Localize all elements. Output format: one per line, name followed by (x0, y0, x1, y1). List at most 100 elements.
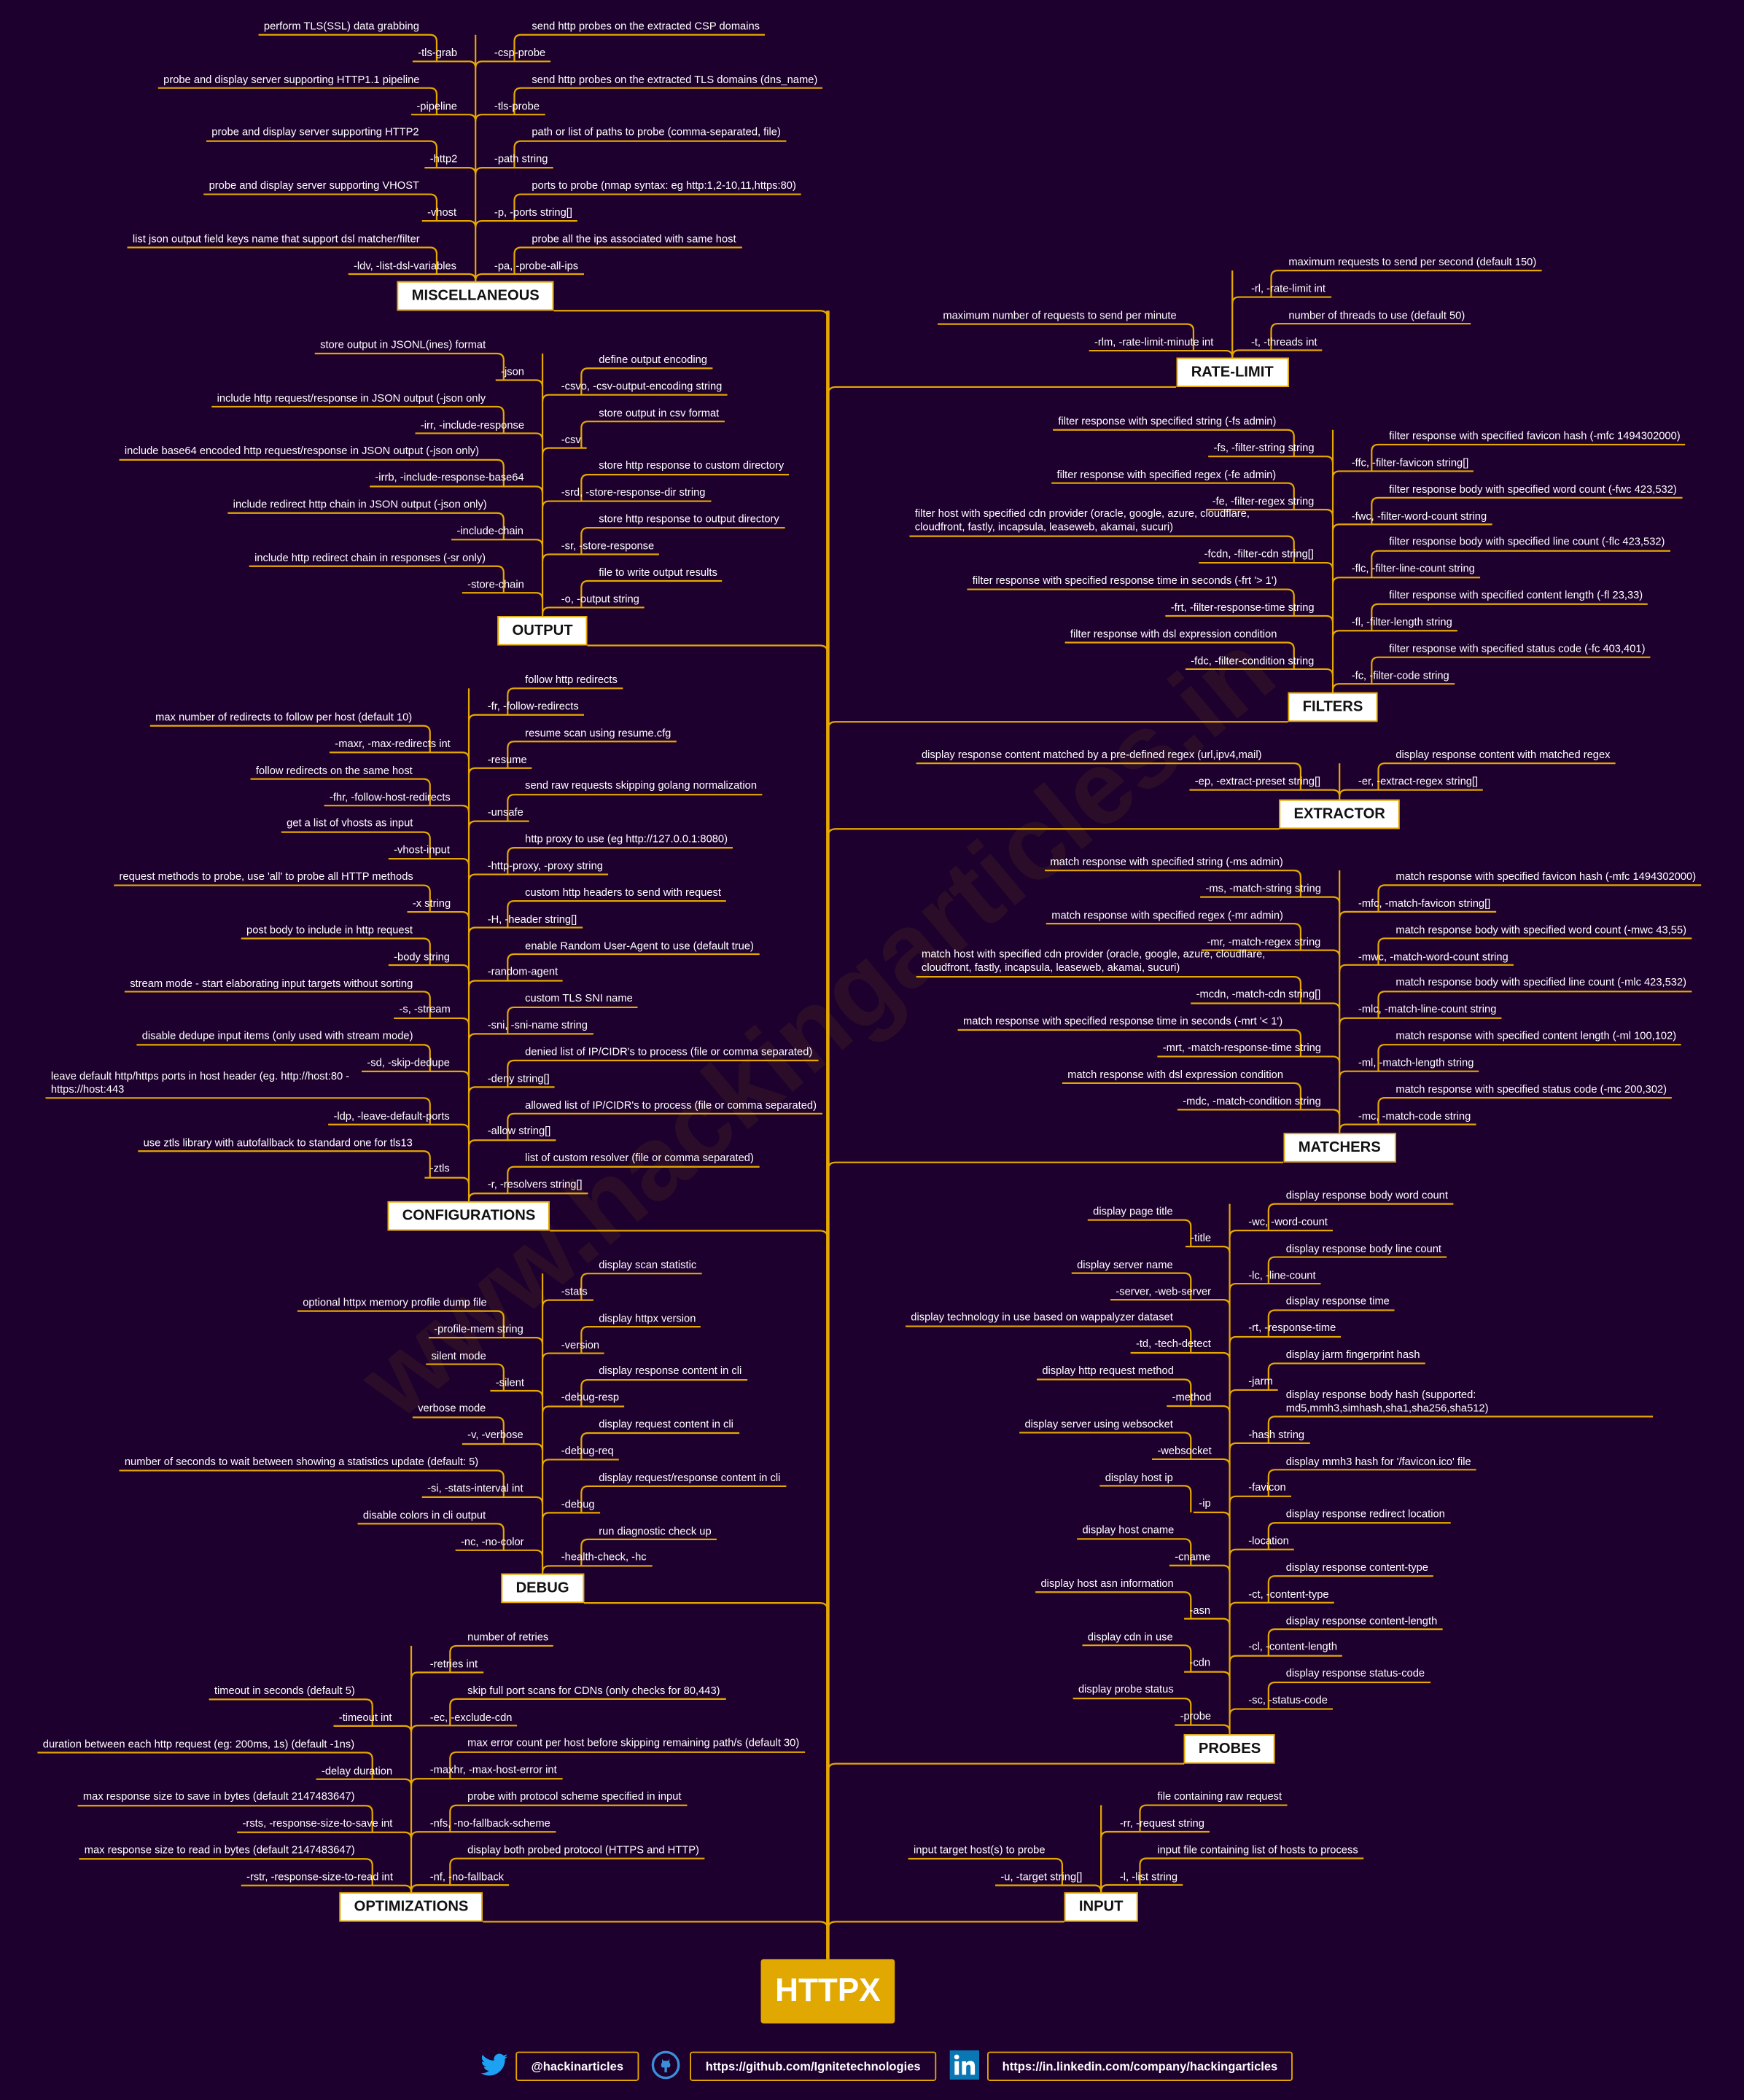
description-connector (1377, 884, 1702, 912)
description-connector (203, 193, 438, 222)
option-description: display host cname (1082, 1524, 1175, 1537)
description-connector (119, 1469, 505, 1497)
description-connector (449, 1751, 806, 1779)
description-connector (45, 1097, 431, 1125)
flag-connector (467, 1086, 555, 1094)
option-flag: -ldp, -leave-default-ports (333, 1109, 450, 1123)
option-description: maximum requests to send per second (def… (1288, 255, 1537, 268)
option-flag: -mrt, -match-response-time string (1162, 1042, 1321, 1054)
flag-connector (410, 1671, 484, 1679)
github-icon[interactable] (651, 2050, 680, 2080)
option-flag: -fe, -filter-regex string (1212, 494, 1315, 507)
option-flag: -rr, -request string (1119, 1816, 1204, 1830)
option-description: display scan statistic (599, 1258, 697, 1271)
flag-connector (541, 606, 645, 614)
option-flag: -ep, -extract-preset string[] (1194, 775, 1321, 787)
option-description: display both probed protocol (HTTPS and … (467, 1843, 699, 1856)
option-description: filter response with specified regex (-f… (1056, 468, 1277, 480)
description-connector (507, 1112, 823, 1141)
flag-connector (467, 767, 532, 775)
branch-connector (584, 1602, 829, 1612)
option-flag: -sni, -sni-name string (487, 1019, 588, 1031)
description-connector (357, 1523, 505, 1550)
branch-connector (483, 1921, 829, 1930)
option-flag: -health-check, -hc (561, 1551, 647, 1564)
flag-connector (467, 873, 609, 881)
option-description: display response time (1285, 1295, 1390, 1308)
flag-connector (1184, 1671, 1231, 1679)
option-description: run diagnostic check up (599, 1524, 712, 1537)
option-description: duration between each http request (eg: … (42, 1738, 355, 1750)
option-description: display response content-length (1285, 1614, 1438, 1627)
flag-connector (1339, 789, 1483, 797)
option-flag: -mcdn, -match-cdn string[] (1196, 988, 1321, 1001)
option-flag: -mwc, -match-word-count string (1358, 950, 1509, 963)
description-connector (1371, 550, 1670, 578)
option-flag: -sr, -store-response (561, 539, 655, 552)
flag-connector (1199, 561, 1334, 570)
github-link[interactable]: https://github.com/Ignitetechnologies (690, 2051, 937, 2082)
description-connector (507, 1059, 819, 1088)
option-flag: -H, -header string[] (487, 913, 577, 925)
flag-connector (415, 432, 544, 440)
option-flag: -wc, -word-count (1248, 1215, 1328, 1228)
flag-connector (1151, 1458, 1231, 1467)
option-description: probe with protocol scheme specified in … (467, 1790, 682, 1803)
option-description: custom TLS SNI name (525, 992, 633, 1005)
option-description: store output in JSONL(ines) format (320, 338, 486, 351)
option-flag: -silent (495, 1375, 524, 1389)
description-connector (1077, 1538, 1192, 1566)
option-description: stream mode - start elaborating input ta… (130, 977, 413, 989)
description-connector (1267, 1309, 1395, 1337)
flag-connector (1229, 1655, 1342, 1663)
description-connector (1377, 937, 1692, 965)
flag-connector (541, 1299, 593, 1307)
flag-connector (495, 379, 544, 387)
flag-connector (475, 219, 577, 228)
option-description: match response with dsl expression condi… (1067, 1068, 1284, 1081)
option-description: display host asn information (1040, 1577, 1174, 1590)
option-description: match response with specified status cod… (1395, 1082, 1667, 1096)
option-description: display request/response content in cli (599, 1471, 781, 1484)
option-flag: -tls-grab (418, 47, 458, 59)
description-connector (1046, 923, 1302, 951)
description-connector (412, 1416, 505, 1444)
description-connector (1062, 1082, 1302, 1110)
option-description: disable colors in cli output (362, 1509, 486, 1521)
option-flag: -fhr, -follow-host-redirects (329, 790, 451, 803)
flag-connector (348, 273, 477, 281)
flag-connector (241, 1884, 413, 1892)
option-description: display response content with matched re… (1395, 748, 1611, 761)
option-description: include base64 encoded http request/resp… (124, 445, 479, 458)
description-connector (908, 1857, 1064, 1886)
option-flag: -rt, -response-time (1248, 1322, 1336, 1335)
flag-connector (490, 1389, 544, 1398)
option-description: display http request method (1042, 1365, 1174, 1377)
twitter-icon[interactable] (480, 2050, 509, 2080)
option-description: number of seconds to wait between showin… (124, 1456, 479, 1468)
option-description: silent mode (431, 1349, 486, 1362)
flag-connector (1229, 1601, 1334, 1609)
description-connector (580, 1432, 740, 1460)
option-description: max response size to save in bytes (defa… (82, 1791, 355, 1803)
flag-connector (462, 592, 544, 600)
flag-connector (1231, 349, 1323, 357)
description-connector (507, 1166, 760, 1194)
branch-connector (827, 1763, 1185, 1772)
flag-connector (1229, 1548, 1294, 1556)
linkedin-link[interactable]: https://in.linkedin.com/company/hackinga… (987, 2051, 1293, 2082)
branch-connector (827, 721, 1288, 730)
description-connector (905, 1325, 1192, 1354)
option-flag: -ip (1199, 1497, 1211, 1510)
option-description: match response with specified regex (-mr… (1051, 908, 1283, 921)
description-connector (580, 1273, 702, 1300)
flag-connector (475, 60, 551, 69)
option-flag: -mfc, -match-favicon string[] (1358, 897, 1491, 910)
option-description: filter response with specified favicon h… (1389, 429, 1681, 442)
linkedin-icon[interactable] (949, 2050, 979, 2080)
option-flag: -csvo, -csv-output-encoding string (561, 380, 723, 393)
option-description: filter response body with specified word… (1389, 483, 1677, 496)
option-description: filter response with dsl expression cond… (1070, 628, 1277, 640)
description-connector (580, 579, 723, 608)
twitter-handle-link[interactable]: @hackinarticles (515, 2051, 639, 2082)
